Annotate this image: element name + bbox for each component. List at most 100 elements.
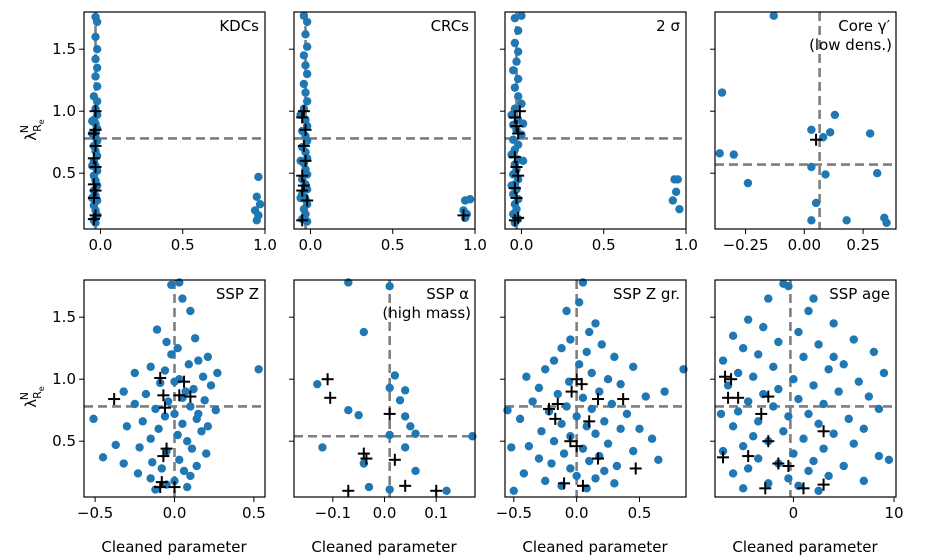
- cross-marker: [512, 127, 525, 140]
- scatter-point: [849, 335, 858, 344]
- cross-marker: [782, 460, 795, 472]
- scatter-point: [186, 306, 195, 316]
- panel-5: −0.5 0.0 0.5 0.5 1.0 1.5 SSP Z: [52, 278, 266, 522]
- cross-marker: [629, 462, 642, 475]
- scatter-point: [814, 419, 823, 429]
- panel-8: 0 10 SSP age: [710, 279, 904, 522]
- scatter-point: [641, 392, 650, 401]
- cross-marker: [89, 139, 102, 152]
- scatter-point: [252, 192, 261, 201]
- cross-marker: [762, 435, 775, 448]
- scatter-point: [513, 74, 523, 84]
- scatter-point: [198, 372, 208, 381]
- cross-marker: [592, 393, 605, 406]
- y-tick-label: 1.0: [52, 370, 76, 388]
- cross-marker: [342, 484, 355, 497]
- scatter-point: [534, 383, 544, 393]
- scatter-point: [133, 469, 143, 478]
- cross-marker: [575, 378, 588, 391]
- x-tick-label: 0.0: [373, 504, 397, 522]
- scatter-point: [622, 409, 632, 419]
- scatter-point: [824, 471, 833, 481]
- panel-title: SSP age: [829, 285, 890, 303]
- panel-subtitle: (low dens.): [809, 36, 892, 54]
- scatter-point: [814, 486, 823, 495]
- scatter-point: [572, 412, 581, 421]
- scatter-point: [302, 42, 312, 51]
- scatter-point: [784, 282, 793, 291]
- scatter-point: [170, 409, 179, 419]
- x-tick-label: 0.25: [846, 236, 879, 254]
- cross-marker: [510, 120, 523, 133]
- cross-marker: [299, 154, 312, 167]
- scatter-point: [203, 422, 213, 431]
- scatter-point: [557, 419, 566, 429]
- scatter-point: [824, 365, 833, 374]
- scatter-point: [807, 162, 816, 172]
- scatter-point: [183, 437, 192, 446]
- scatter-point: [849, 439, 858, 448]
- x-tick-label: 1.0: [253, 236, 277, 254]
- cross-marker: [512, 169, 525, 182]
- cross-marker: [583, 415, 596, 428]
- scatter-point: [513, 47, 523, 56]
- scatter-point: [170, 377, 179, 386]
- panel-4: −0.25 0.00 0.25 Core γ′(low dens.): [710, 11, 897, 254]
- scatter-point: [779, 427, 788, 436]
- scatter-point: [186, 402, 195, 411]
- x-tick-label: 0.5: [628, 504, 652, 522]
- scatter-point: [151, 404, 160, 414]
- scatter-point: [729, 150, 739, 159]
- scatter-point: [91, 54, 100, 64]
- scatter-point: [549, 356, 559, 365]
- scatter-point: [872, 169, 882, 178]
- cross-marker: [430, 484, 443, 497]
- x-axis-label-col-4: Cleaned parameter: [732, 538, 878, 556]
- cross-marker: [178, 375, 191, 388]
- cross-marker: [717, 451, 730, 464]
- scatter-point: [754, 350, 763, 359]
- scatter-point: [202, 449, 211, 458]
- scatter-point: [302, 97, 312, 106]
- scatter-point: [716, 409, 726, 419]
- scatter-point: [759, 322, 768, 332]
- scatter-point: [92, 17, 102, 27]
- scatter-point: [718, 446, 728, 456]
- scatter-point: [299, 79, 309, 89]
- scatter-point: [313, 379, 322, 389]
- scatter-point: [162, 337, 171, 347]
- cross-marker: [296, 214, 309, 227]
- scatter-point: [869, 347, 879, 357]
- scatter-point: [607, 399, 617, 409]
- scatter-point: [829, 319, 838, 328]
- scatter-point: [200, 396, 209, 405]
- scatter-point: [442, 486, 451, 495]
- scatter-point: [354, 410, 363, 420]
- scatter-point: [507, 443, 516, 452]
- cross-marker: [158, 401, 171, 414]
- scatter-point: [385, 383, 394, 393]
- y-tick-label: 1.5: [52, 308, 76, 326]
- scatter-point: [743, 178, 753, 188]
- scatter-point: [864, 392, 874, 401]
- scatter-point: [789, 449, 798, 458]
- scatter-point: [585, 456, 594, 466]
- scatter-point: [829, 352, 838, 362]
- scatter-point: [733, 368, 743, 378]
- scatter-point: [733, 407, 743, 416]
- scatter-point: [88, 116, 97, 126]
- scatter-point: [203, 352, 213, 362]
- scatter-point: [302, 17, 312, 27]
- x-tick-label: 0: [789, 504, 799, 522]
- cross-marker: [184, 390, 197, 403]
- panel-6: −0.1 0.0 0.1 SSP α(high mass): [289, 278, 477, 522]
- scatter-point: [784, 412, 793, 421]
- scatter-point: [406, 422, 415, 431]
- scatter-point: [738, 484, 748, 493]
- y-axis-label-row-2: λRe N: [18, 386, 46, 408]
- x-tick-label: 1.0: [463, 236, 487, 254]
- cross-marker: [551, 398, 564, 410]
- cross-marker: [542, 402, 555, 415]
- scatter-point: [549, 437, 559, 446]
